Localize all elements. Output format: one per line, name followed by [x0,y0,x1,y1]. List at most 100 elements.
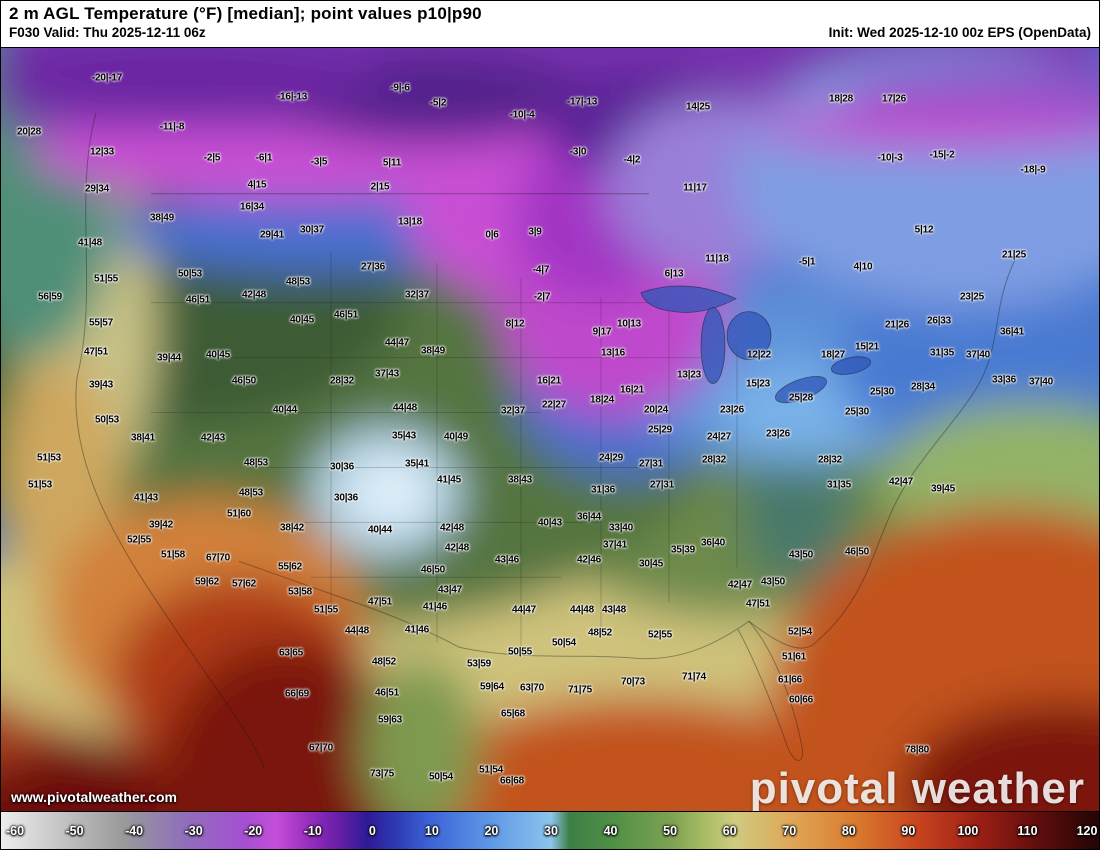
point-value: 42|47 [727,579,753,591]
point-value: 66|68 [499,775,525,787]
colorbar-tick-label: 30 [544,823,558,838]
great-lakes [640,285,872,404]
point-value: 78|80 [904,744,930,756]
point-value: 51|53 [36,452,62,464]
colorbar-tick-label: 90 [901,823,916,838]
colorbar-tick-label: 70 [782,823,797,838]
point-value: 50|55 [507,646,533,658]
point-value: 48|52 [587,627,613,639]
point-value: 32|37 [404,289,430,301]
point-value: 15|23 [745,378,771,390]
point-value: 27|31 [638,458,664,470]
point-value: 29|41 [259,229,285,241]
point-value: -2|5 [203,152,221,164]
point-value: 48|53 [285,276,311,288]
colorbar-tick-label: -30 [184,823,203,838]
point-value: 26|33 [926,315,952,327]
point-value: 35|43 [391,430,417,442]
point-value: 46|51 [333,309,359,321]
point-value: 37|41 [602,539,628,551]
point-value: 35|39 [670,544,696,556]
point-value: 38|43 [507,474,533,486]
colorbar-tick-label: -50 [65,823,84,838]
point-value: 44|47 [511,604,537,616]
point-value: 55|57 [88,317,114,329]
point-value: 11|18 [705,253,729,265]
point-value: 20|24 [643,404,669,416]
point-value: 16|21 [619,384,645,396]
point-value: 50|54 [551,637,577,649]
point-value: 42|47 [888,476,914,488]
point-value: -5|2 [429,97,447,109]
point-value: 71|75 [567,684,593,696]
point-value: 17|26 [881,93,907,105]
point-value: 6|13 [664,268,684,280]
point-value: 37|40 [1028,376,1054,388]
point-value: 30|45 [638,558,664,570]
point-value: -10|-3 [877,152,903,164]
point-value: 43|47 [437,584,463,596]
point-value: 43|50 [760,576,786,588]
point-value: 39|42 [148,519,174,531]
state-borders [151,252,738,648]
point-value: 43|48 [601,604,627,616]
point-value: 12|22 [746,349,772,361]
point-value: 41|45 [436,474,462,486]
point-value: 51|53 [27,479,53,491]
point-value: 2|15 [370,181,390,193]
point-value: 67|70 [205,552,231,564]
point-value: 20|28 [16,126,42,138]
point-value: 42|48 [241,289,267,301]
point-value: 30|36 [333,492,359,504]
point-value: 25|29 [647,424,673,436]
point-value: 40|49 [443,431,469,443]
point-value: 66|69 [284,688,310,700]
point-value: 51|55 [93,273,119,285]
point-value: 3|9 [528,226,542,238]
colorbar-tick-label: 40 [603,823,618,838]
point-value: 21|26 [884,319,910,331]
point-value: 0|6 [485,229,499,241]
point-value: -17|-13 [566,96,598,108]
point-value: 40|45 [289,314,315,326]
colorbar-tick-label: 110 [1017,823,1038,838]
colorbar-tick-label: 0 [368,823,376,838]
point-value: 27|31 [649,479,675,491]
point-value: 5|11 [382,157,402,169]
point-value: 16|34 [239,201,265,213]
point-value: 51|60 [226,508,252,520]
colorbar-tick-label: 120 [1076,823,1098,838]
point-value: 25|30 [844,406,870,418]
temperature-map[interactable]: -20|-17 -16|-13 -9|-6 -5|2 -10|-4 -17|-13 14|2… [1,47,1099,813]
point-value: -4|2 [623,154,641,166]
point-value: 43|46 [494,554,520,566]
point-value: 71|74 [681,671,707,683]
point-value: 15|21 [854,341,880,353]
point-value: 41|43 [133,492,159,504]
point-value: 22|27 [541,399,567,411]
point-value: 28|32 [329,375,355,387]
point-value: 40|45 [205,349,231,361]
colorbar-tick-label: -60 [5,823,25,838]
point-value: 38|42 [279,522,305,534]
header: 2 m AGL Temperature (°F) [median]; point… [1,1,1099,47]
point-value: 41|48 [77,237,103,249]
point-value: 42|48 [444,542,470,554]
point-value: -3|0 [569,146,587,158]
point-value: 48|53 [243,457,269,469]
point-value: 9|17 [592,326,612,338]
point-value: 39|44 [156,352,182,364]
point-value: -16|-13 [276,91,308,103]
point-value: 52|55 [647,629,673,641]
point-value: 51|61 [781,651,807,663]
point-value: 41|46 [404,624,430,636]
point-value: -5|1 [798,256,816,268]
point-value: 28|32 [817,454,843,466]
point-value: 47|51 [367,596,393,608]
point-value: 31|36 [590,484,616,496]
point-value: 4|15 [247,179,267,191]
point-value: 59|62 [194,576,220,588]
point-value: 33|36 [991,374,1017,386]
colorbar-tick-label: -20 [244,823,263,838]
